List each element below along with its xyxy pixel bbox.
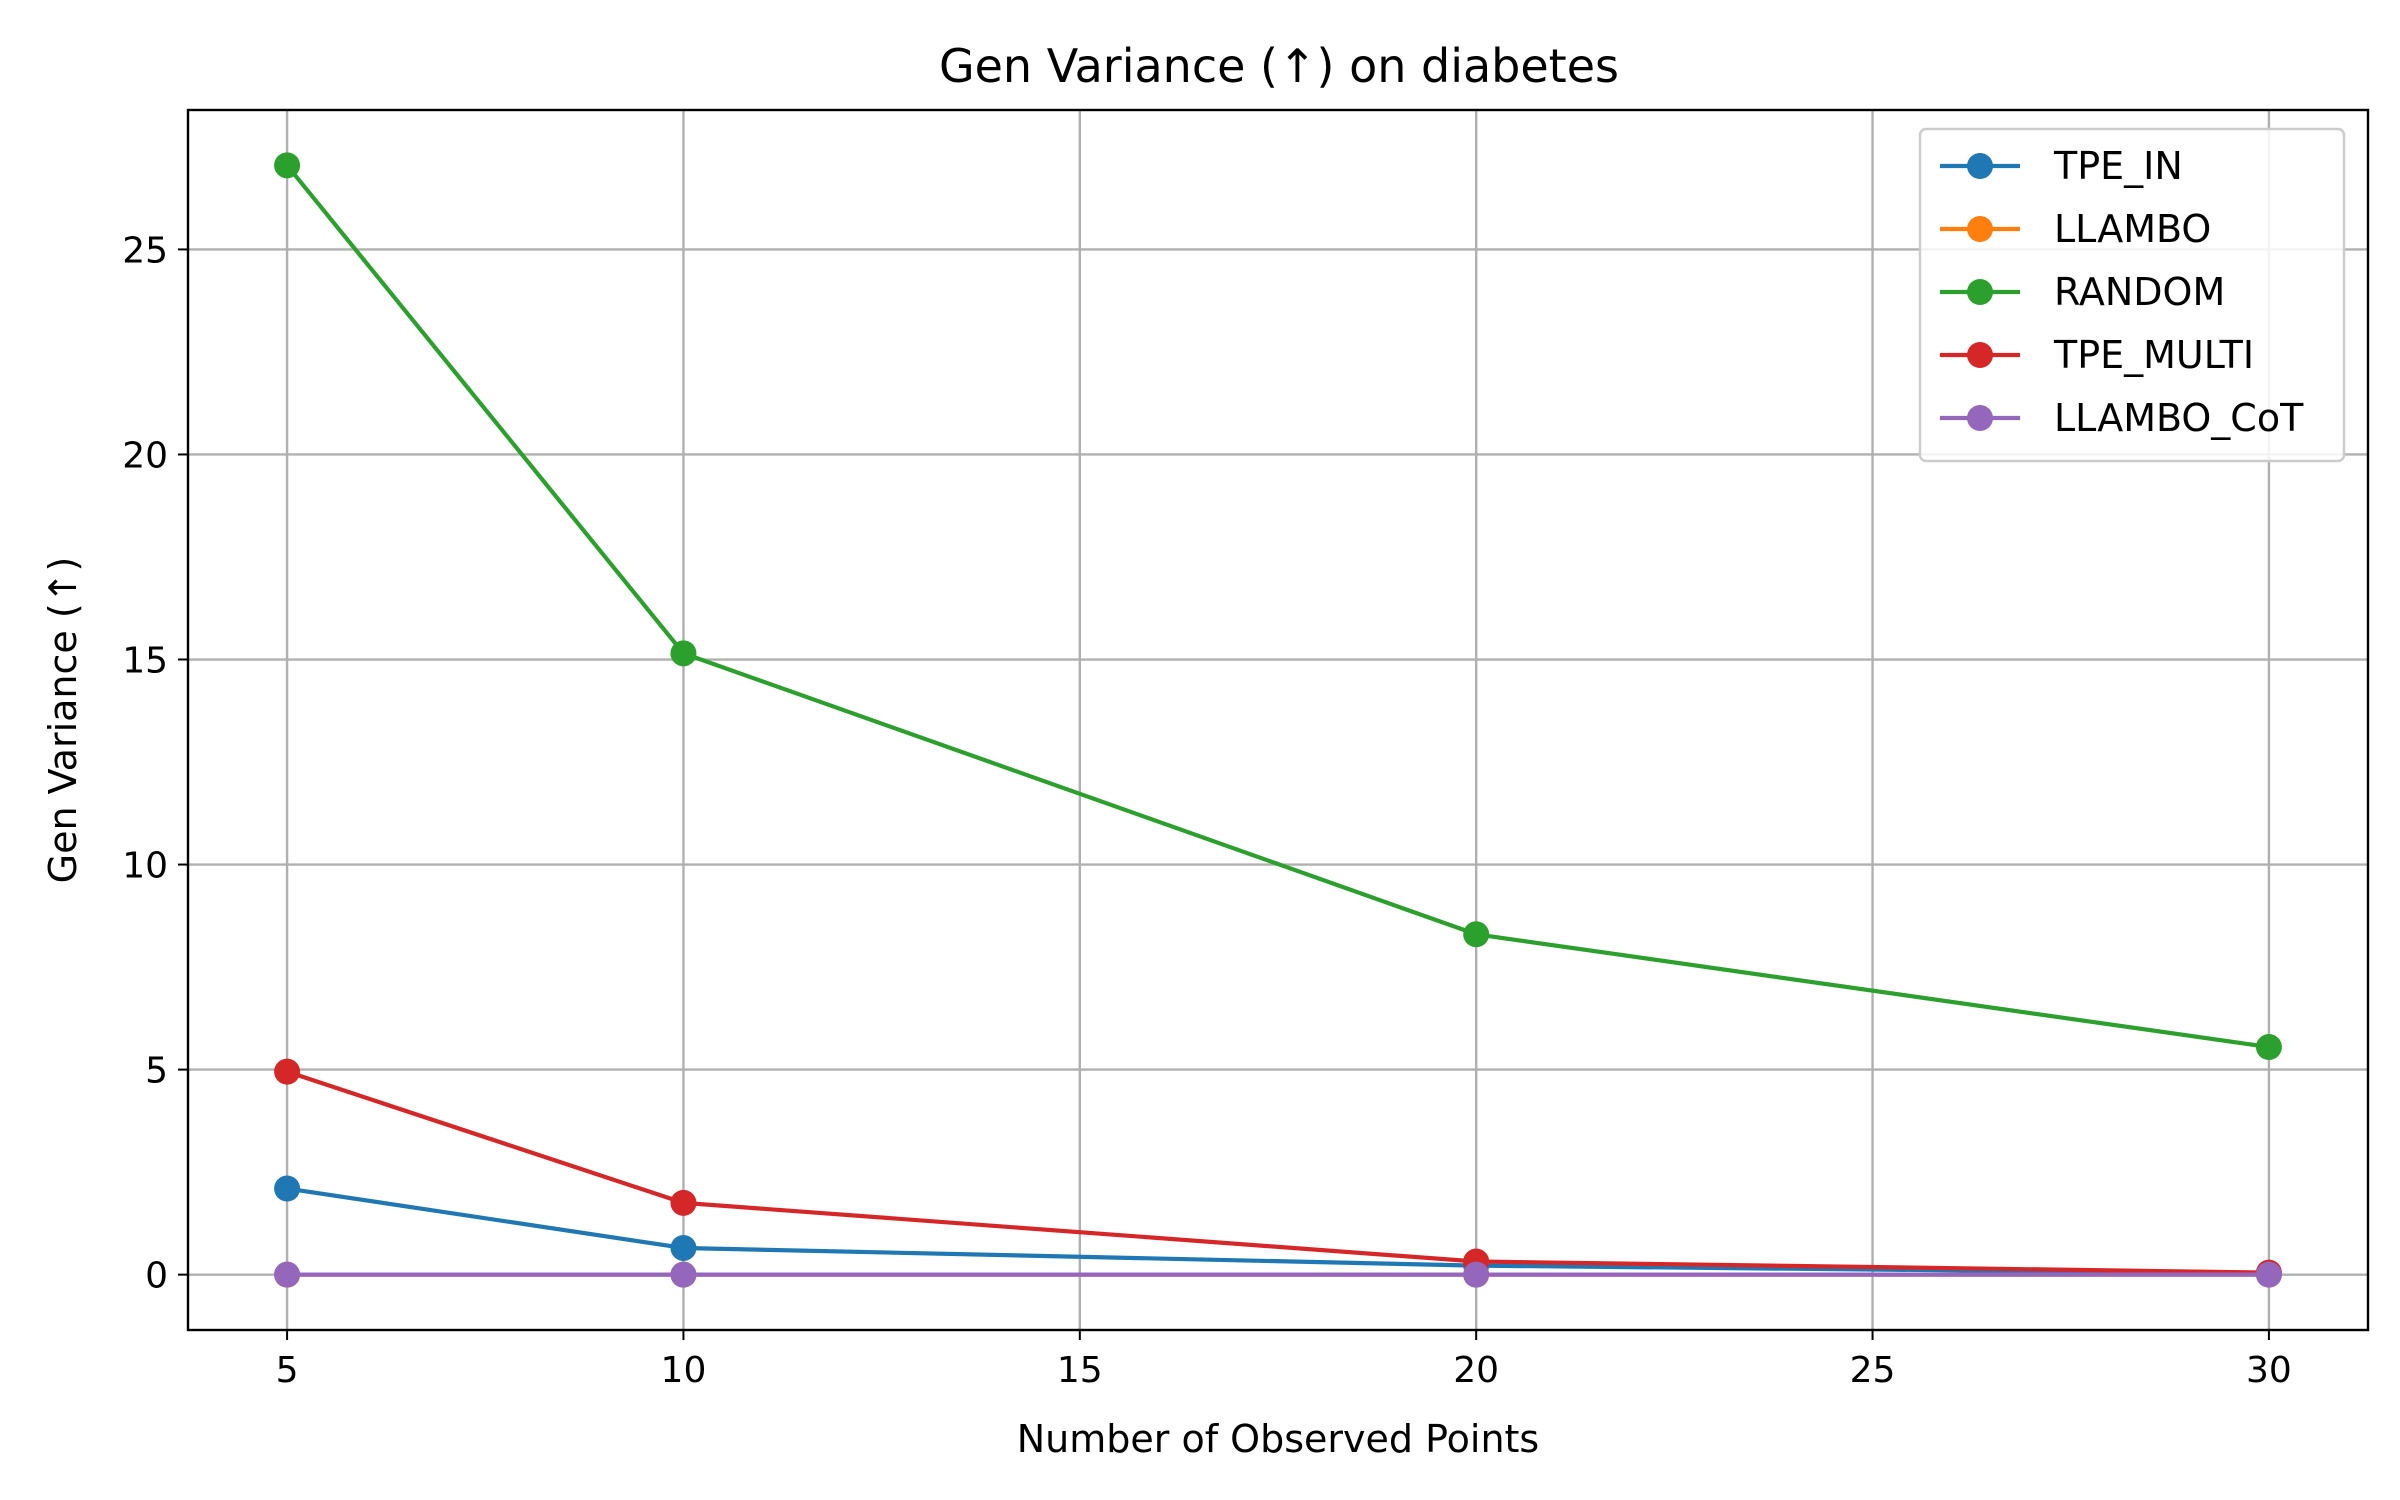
data-point-random [1463, 921, 1490, 948]
series-points [274, 152, 2282, 1288]
data-point-random [2255, 1034, 2282, 1061]
y-tick-label: 5 [145, 1051, 168, 1092]
series-line-tpe-in [286, 1186, 2269, 1276]
y-tick-label: 15 [122, 641, 168, 682]
x-tick-label: 25 [1850, 1350, 1896, 1391]
y-tick-label: 25 [122, 230, 168, 271]
legend-marker-llambo-cot [1967, 405, 1993, 431]
legend-marker-tpe-in [1967, 153, 1993, 179]
data-point-llambo-cot [670, 1261, 697, 1288]
legend-label-random: RANDOM [2054, 270, 2225, 314]
y-tick-label: 0 [145, 1256, 168, 1297]
legend-marker-llambo [1967, 216, 1993, 242]
y-tick-label: 10 [122, 846, 168, 887]
legend-label-llambo: LLAMBO [2054, 207, 2211, 251]
chart-title: Gen Variance (↑) on diabetes [939, 39, 1619, 93]
plot-frame [186, 108, 2370, 1332]
data-point-tpe-in [670, 1234, 697, 1261]
legend-label-tpe-in: TPE_IN [2053, 144, 2183, 188]
x-tick-label: 15 [1057, 1350, 1103, 1391]
legend-label-tpe-multi: TPE_MULTI [2053, 333, 2254, 377]
legend-marker-random [1967, 279, 1993, 305]
legend: TPE_IN LLAMBO RANDOM TPE_MULTI LLAMBO_CoT [1918, 127, 2346, 463]
y-tick-label: 20 [122, 435, 168, 476]
y-axis-ticks: 0 5 10 15 20 25 [122, 230, 188, 1297]
x-axis-ticks: 5 10 15 20 25 30 [276, 1330, 2292, 1391]
x-tick-label: 30 [2246, 1350, 2292, 1391]
data-point-llambo-cot [274, 1261, 301, 1288]
legend-label-llambo-cot: LLAMBO_CoT [2054, 396, 2304, 440]
x-tick-label: 5 [276, 1350, 299, 1391]
data-point-tpe-in [274, 1175, 301, 1202]
legend-box [1918, 127, 2346, 463]
x-tick-label: 10 [661, 1350, 707, 1391]
series-line-tpe-multi [286, 1069, 2269, 1275]
data-point-llambo-cot [1463, 1261, 1490, 1288]
data-point-tpe-multi [274, 1058, 301, 1085]
series-lines [285, 164, 2270, 1277]
data-point-random [670, 640, 697, 667]
series-line-random [285, 164, 2270, 1050]
x-tick-label: 20 [1453, 1350, 1499, 1391]
x-axis-label: Number of Observed Points [1017, 1417, 1539, 1461]
data-point-tpe-multi [670, 1189, 697, 1216]
legend-marker-tpe-multi [1967, 342, 1993, 368]
data-point-llambo-cot [2255, 1261, 2282, 1288]
data-point-random [274, 152, 301, 179]
y-axis-label: Gen Variance (↑) [41, 557, 85, 884]
